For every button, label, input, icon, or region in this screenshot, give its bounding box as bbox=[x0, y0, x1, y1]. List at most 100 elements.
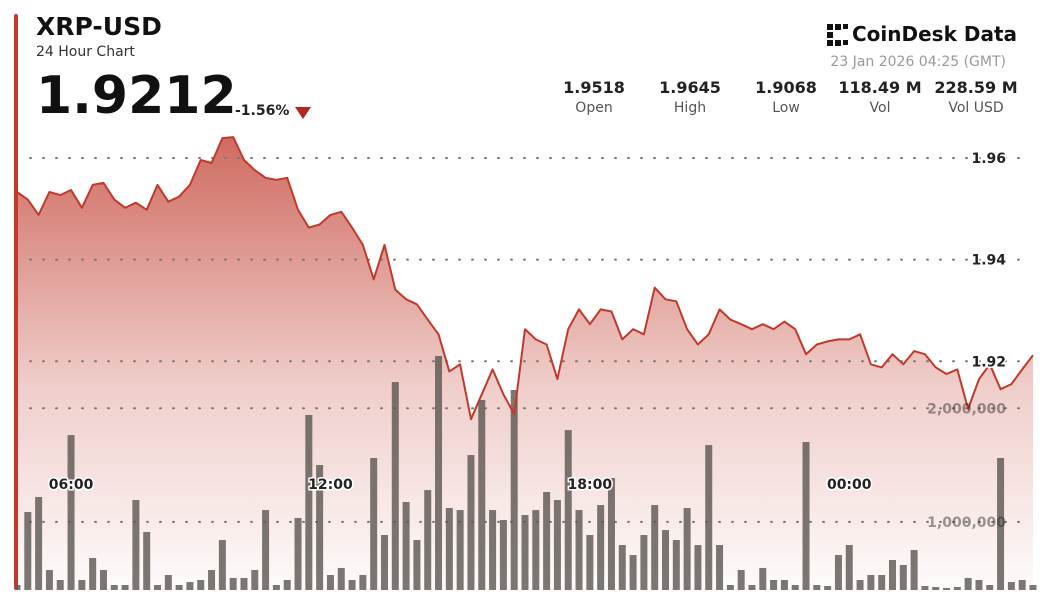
stat-value: 1.9068 bbox=[755, 78, 817, 97]
volume-bar bbox=[802, 442, 810, 590]
volume-bar bbox=[218, 540, 226, 590]
volume-bar bbox=[824, 586, 832, 590]
volume-bar bbox=[597, 505, 605, 590]
volume-bar bbox=[24, 511, 32, 590]
stat: 1.9518 Open bbox=[544, 78, 644, 116]
volume-bar bbox=[737, 570, 745, 590]
volume-bar bbox=[391, 382, 399, 590]
volume-bar bbox=[359, 575, 367, 590]
volume-bar bbox=[867, 575, 875, 590]
x-tick-label: 18:00 bbox=[568, 477, 613, 493]
y2-tick-label: 2,000,000 bbox=[927, 401, 1006, 417]
volume-bar bbox=[413, 540, 421, 590]
volume-bar bbox=[748, 585, 756, 590]
volume-bar bbox=[283, 580, 291, 590]
x-tick-label: 12:00 bbox=[308, 477, 353, 493]
volume-bar bbox=[780, 580, 788, 590]
volume-bar bbox=[197, 580, 205, 590]
volume-bar bbox=[348, 580, 356, 590]
volume-bar bbox=[986, 585, 994, 590]
y-tick-label: 1.92 bbox=[971, 354, 1006, 370]
volume-bar bbox=[262, 510, 270, 590]
volume-bar bbox=[564, 430, 572, 590]
volume-bar bbox=[683, 507, 691, 590]
x-tick-label: 00:00 bbox=[827, 477, 872, 493]
volume-bar bbox=[56, 580, 64, 590]
volume-bar bbox=[607, 478, 615, 590]
y2-tick-label: 1,000,000 bbox=[927, 515, 1006, 531]
change: -1.56% bbox=[235, 103, 290, 119]
stat-value: 228.59 M bbox=[934, 78, 1018, 97]
volume-bar bbox=[424, 490, 432, 590]
brand: CoinDesk Data bbox=[852, 22, 1017, 46]
price-line bbox=[16, 136, 1034, 421]
volume-bar bbox=[997, 458, 1005, 590]
volume-bar bbox=[532, 510, 540, 590]
volume-bar bbox=[305, 414, 313, 590]
volume-bar bbox=[878, 575, 886, 590]
volume-bar bbox=[770, 580, 778, 590]
volume-bar bbox=[553, 500, 561, 590]
stat-label: High bbox=[673, 100, 707, 116]
volume-bar bbox=[510, 389, 518, 590]
volume-bar bbox=[99, 570, 107, 590]
volume-bar bbox=[672, 540, 680, 590]
volume-bar bbox=[489, 510, 497, 590]
stat-value: 118.49 M bbox=[838, 78, 922, 97]
stat-label: Open bbox=[575, 100, 613, 116]
volume-bar bbox=[208, 570, 216, 590]
volume-bar bbox=[813, 585, 821, 590]
volume-bar bbox=[402, 501, 410, 590]
volume-bar bbox=[618, 545, 626, 590]
volume-bar bbox=[716, 545, 724, 590]
volume-bar bbox=[921, 586, 929, 590]
y-tick-label: 1.96 bbox=[971, 151, 1006, 167]
volume-bar bbox=[67, 435, 75, 590]
accent-bar bbox=[14, 14, 18, 590]
volume-bar bbox=[975, 580, 983, 590]
volume-bar bbox=[186, 582, 194, 590]
volume-bar bbox=[662, 530, 670, 590]
volume-bar bbox=[110, 585, 118, 590]
volume-bar bbox=[35, 496, 43, 590]
volume-bar bbox=[791, 585, 799, 590]
symbol: XRP-USD bbox=[36, 12, 162, 41]
volume-bar bbox=[899, 565, 907, 590]
stat-label: Vol bbox=[869, 100, 891, 116]
volume-bar bbox=[726, 585, 734, 590]
volume-bar bbox=[759, 567, 767, 590]
volume-bar bbox=[132, 500, 140, 590]
volume-bar bbox=[834, 555, 842, 590]
volume-bar bbox=[521, 515, 529, 590]
volume-bar bbox=[640, 535, 648, 590]
volume-bar bbox=[575, 510, 583, 590]
volume-bar bbox=[499, 520, 507, 590]
y-tick-label: 1.94 bbox=[971, 253, 1006, 269]
down-arrow bbox=[295, 107, 311, 119]
stat-value: 1.9645 bbox=[659, 78, 721, 97]
volume-bar bbox=[337, 567, 345, 590]
volume-bar bbox=[456, 510, 464, 590]
volume-bar bbox=[1029, 585, 1037, 590]
stat-label: Low bbox=[772, 100, 800, 116]
volume-bar bbox=[478, 399, 486, 590]
x-tick-label: 06:00 bbox=[49, 477, 94, 493]
volume-bar bbox=[251, 570, 259, 590]
volume-bar bbox=[143, 531, 151, 590]
volume-bar bbox=[856, 580, 864, 590]
volume-bar bbox=[445, 507, 453, 590]
volume-bar bbox=[229, 577, 237, 590]
stat-value: 1.9518 bbox=[563, 78, 625, 97]
stat: 118.49 M Vol bbox=[830, 78, 930, 116]
price: 1.9212 bbox=[36, 66, 237, 126]
volume-bar bbox=[910, 550, 918, 590]
volume-bar bbox=[694, 545, 702, 590]
stat: 228.59 M Vol USD bbox=[926, 78, 1026, 116]
volume-bar bbox=[370, 458, 378, 590]
volume-bar bbox=[705, 445, 713, 590]
volume-bar bbox=[651, 505, 659, 590]
volume-bar bbox=[1018, 580, 1026, 590]
volume-bar bbox=[45, 570, 53, 590]
